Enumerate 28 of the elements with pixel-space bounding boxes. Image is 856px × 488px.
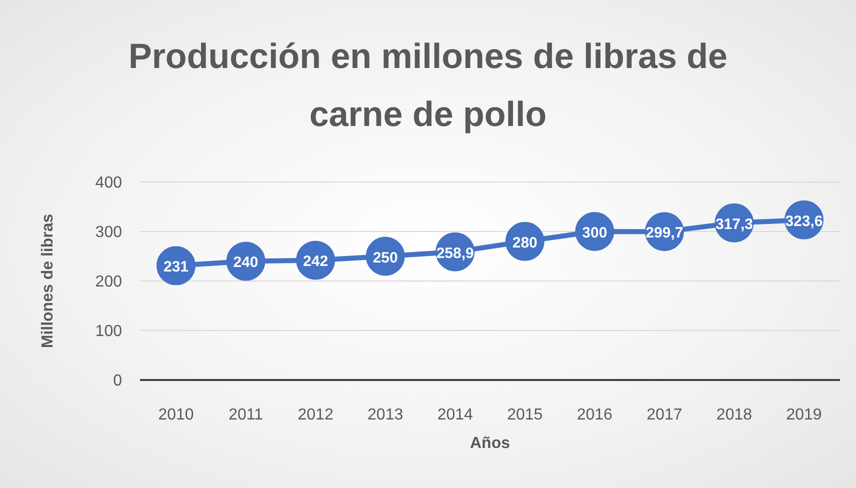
y-tick-label: 0	[113, 372, 122, 390]
x-tick-label: 2010	[158, 406, 194, 424]
data-label: 242	[303, 253, 328, 270]
data-label: 280	[512, 234, 538, 252]
x-tick-label: 2014	[437, 406, 474, 424]
x-tick-label: 2011	[228, 406, 264, 424]
x-tick-label: 2012	[298, 406, 334, 424]
data-label: 258,9	[436, 244, 474, 262]
x-tick-label: 2018	[716, 406, 752, 424]
y-tick-label: 400	[95, 174, 122, 192]
data-label: 300	[582, 224, 608, 242]
y-tick-label: 300	[95, 224, 122, 242]
data-label: 323,6	[785, 212, 823, 230]
data-label: 317,3	[715, 216, 753, 233]
data-label: 299,7	[646, 224, 684, 242]
chart-title: Producción en millones de libras de carne de pollo	[128, 36, 728, 136]
x-tick-label: 2015	[507, 406, 543, 424]
data-label: 231	[163, 258, 189, 276]
y-axis-title: Millones de libras	[40, 214, 56, 348]
data-label: 240	[233, 254, 258, 272]
y-tick-label: 100	[95, 323, 122, 340]
x-tick-label: 2017	[646, 406, 682, 424]
y-tick-label: 200	[95, 274, 122, 291]
x-tick-label: 2019	[786, 406, 822, 424]
data-label: 250	[372, 249, 398, 266]
x-tick-label: 2016	[576, 406, 613, 424]
x-axis-title: Años	[470, 435, 510, 452]
x-tick-label: 2013	[368, 406, 404, 424]
